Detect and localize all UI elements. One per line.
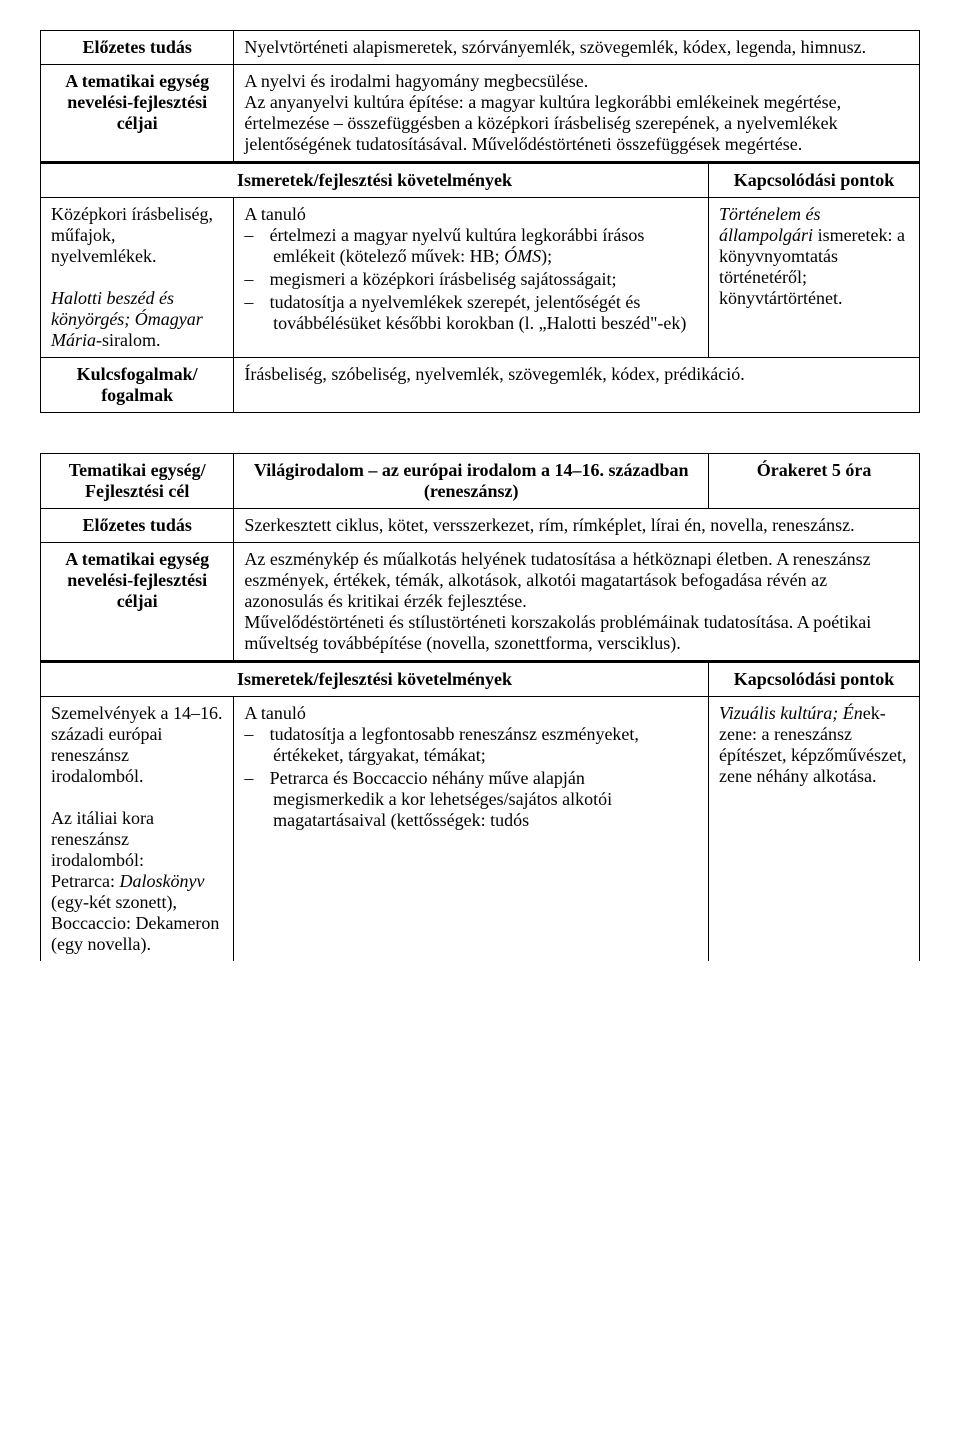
requirements-middle: A tanuló értelmezi a magyar nyelvű kultú… bbox=[234, 198, 709, 358]
conn2-a: Vizuális kultúra; Én bbox=[719, 703, 863, 723]
req-mid-lead: A tanuló bbox=[244, 204, 306, 224]
goals-p2: Az anyanyelvi kultúra építése: a magyar … bbox=[244, 92, 841, 154]
req2-left-p2a: Az itáliai kora reneszánsz irodalomból: bbox=[51, 808, 154, 870]
curriculum-table-2: Tematikai egység/ Fejlesztési cél Világi… bbox=[40, 453, 920, 961]
unit-hours: Órakeret 5 óra bbox=[709, 454, 920, 509]
req2-left: Szemelvények a 14–16. századi európai re… bbox=[41, 697, 234, 962]
req2-left-p2d: (egy-két szonett), bbox=[51, 892, 177, 912]
req2-left-p1: Szemelvények a 14–16. századi európai re… bbox=[51, 703, 222, 786]
requirements-header: Ismeretek/fejlesztési követelmények bbox=[41, 163, 709, 198]
connections2-header: Kapcsolódási pontok bbox=[709, 662, 920, 697]
conn-a: Történelem és állampolgári bbox=[719, 204, 820, 245]
req2-mid-li2: Petrarca és Boccaccio néhány műve alapjá… bbox=[244, 768, 698, 831]
req-left-p2b: siralom. bbox=[102, 330, 161, 350]
req-mid-li1: értelmezi a magyar nyelvű kultúra legkor… bbox=[244, 225, 698, 267]
row-prior-knowledge-value: Nyelvtörténeti alapismeretek, szórványem… bbox=[234, 31, 920, 65]
row-goals-label: A tematikai egység nevelési-fejlesztési … bbox=[41, 65, 234, 163]
goals2-p1: Az eszménykép és műalkotás helyének tuda… bbox=[244, 549, 870, 611]
goals2-value: Az eszménykép és műalkotás helyének tuda… bbox=[234, 543, 920, 662]
req-mid-li2: megismeri a középkori írásbeliség sajáto… bbox=[244, 269, 698, 290]
req2-left-p2c: Daloskönyv bbox=[119, 871, 204, 891]
row-prior-knowledge-label: Előzetes tudás bbox=[41, 31, 234, 65]
req2-left-p2b: Petrarca: bbox=[51, 871, 119, 891]
req-left-p1: Középkori írásbeliség, műfajok, nyelveml… bbox=[51, 204, 213, 266]
requirements2-header: Ismeretek/fejlesztési követelmények bbox=[41, 662, 709, 697]
goals-p1: A nyelvi és irodalmi hagyomány megbecsül… bbox=[244, 71, 588, 91]
unit-label: Tematikai egység/ Fejlesztési cél bbox=[41, 454, 234, 509]
key-concepts-label: Kulcsfogalmak/ fogalmak bbox=[41, 358, 234, 413]
prior2-label: Előzetes tudás bbox=[41, 509, 234, 543]
curriculum-table-1: Előzetes tudás Nyelvtörténeti alapismere… bbox=[40, 30, 920, 413]
key-concepts-value: Írásbeliség, szóbeliség, nyelvemlék, szö… bbox=[234, 358, 920, 413]
req2-mid: A tanuló tudatosítja a legfontosabb rene… bbox=[234, 697, 709, 962]
goals2-p2: Művelődéstörténeti és stílustörténeti ko… bbox=[244, 612, 871, 653]
prior2-value: Szerkesztett ciklus, kötet, versszerkeze… bbox=[234, 509, 920, 543]
req-mid-li3: tudatosítja a nyelvemlékek szerepét, jel… bbox=[244, 292, 698, 334]
unit-title: Világirodalom – az európai irodalom a 14… bbox=[234, 454, 709, 509]
req2-mid-li1: tudatosítja a legfontosabb reneszánsz es… bbox=[244, 724, 698, 766]
row-goals-value: A nyelvi és irodalmi hagyomány megbecsül… bbox=[234, 65, 920, 163]
goals2-label: A tematikai egység nevelési-fejlesztési … bbox=[41, 543, 234, 662]
req2-left-p2e: Boccaccio: Dekameron (egy novella). bbox=[51, 913, 219, 954]
connections2-cell: Vizuális kultúra; Ének-zene: a reneszáns… bbox=[709, 697, 920, 962]
req2-mid-lead: A tanuló bbox=[244, 703, 306, 723]
connections-header: Kapcsolódási pontok bbox=[709, 163, 920, 198]
requirements-left: Középkori írásbeliség, műfajok, nyelveml… bbox=[41, 198, 234, 358]
connections-cell: Történelem és állampolgári ismeretek: a … bbox=[709, 198, 920, 358]
